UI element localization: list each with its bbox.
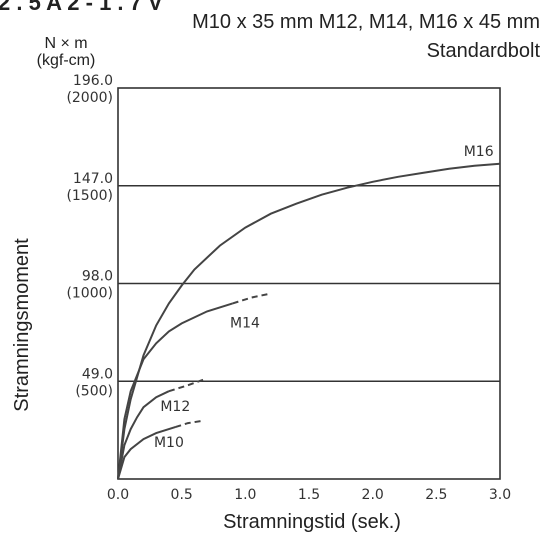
x-tick-label-2: 1.0 <box>234 487 256 503</box>
clipped-header-text: 2 . 5 A 2 - 1 . 7 V <box>0 0 163 15</box>
series-label-m16: M16 <box>464 144 494 160</box>
y-unit-label: N × m <box>44 35 87 52</box>
series-line-m14 <box>117 302 233 480</box>
x-tick-label-3: 1.5 <box>298 487 320 503</box>
series-label-m14: M14 <box>230 315 260 331</box>
x-tick-label-0: 0.0 <box>107 487 129 503</box>
plot-area: 196.0(2000) 147.0(1500) 98.0(1000) 49.0(500… <box>66 73 511 503</box>
series-dashed-line-m12 <box>168 378 205 393</box>
y-tick-sub-label-1: (1500) <box>66 188 113 204</box>
series-line-m16 <box>117 162 501 480</box>
y-tick-label-3: 49.0 <box>82 366 113 382</box>
x-tick-label-4: 2.0 <box>362 487 384 503</box>
series-line-m12 <box>117 390 170 480</box>
series-line-m10 <box>117 426 176 480</box>
y-tick-sub-label-2: (1000) <box>66 286 113 302</box>
x-tick-label-5: 2.5 <box>425 487 447 503</box>
series-label-m10: M10 <box>154 435 184 451</box>
x-tick-label-1: 0.5 <box>171 487 193 503</box>
y-tick-sub-label-3: (500) <box>75 383 113 399</box>
y-axis-title: Stramningsmoment <box>11 238 33 412</box>
bolt-type-title: Standardbolt <box>427 40 541 62</box>
series-dashed-line-m14 <box>232 292 272 305</box>
x-axis-title: Stramningstid (sek.) <box>223 511 401 533</box>
bolt-sizes-title: M10 x 35 mm M12, M14, M16 x 45 mm <box>192 11 540 33</box>
series-label-m12: M12 <box>160 399 190 415</box>
y-tick-label-2: 98.0 <box>82 269 113 285</box>
y-tick-label-0: 196.0 <box>73 73 113 89</box>
y-unit-sub-label: (kgf-cm) <box>37 52 96 69</box>
x-tick-label-6: 3.0 <box>489 487 511 503</box>
y-tick-label-1: 147.0 <box>73 171 113 187</box>
y-tick-sub-label-0: (2000) <box>66 90 113 106</box>
series-dashed-line-m10 <box>174 420 201 429</box>
